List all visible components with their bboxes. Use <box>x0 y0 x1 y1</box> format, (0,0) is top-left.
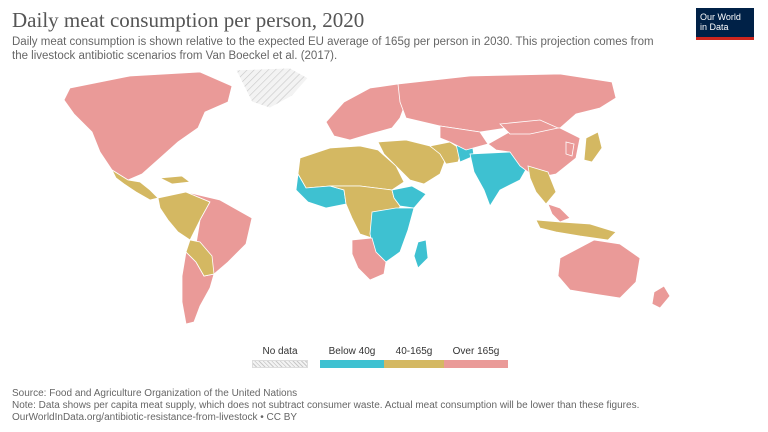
region-malaysia[interactable] <box>547 203 571 223</box>
legend-over-165-swatch <box>444 360 508 368</box>
legend-below-40-label: Below 40g <box>328 346 376 357</box>
footer-source: Source: Food and Agriculture Organizatio… <box>12 388 298 399</box>
legend-40-165-swatch <box>384 360 444 368</box>
legend-40-165-label: 40-165g <box>395 346 433 357</box>
logo-line-1: Our World <box>700 12 741 22</box>
logo-line-2: in Data <box>700 22 729 32</box>
region-australia[interactable] <box>557 239 641 299</box>
legend-40-165[interactable]: 40-165g <box>384 346 444 368</box>
region-southeast-asia[interactable] <box>527 165 557 205</box>
legend-over-165-label: Over 165g <box>452 346 500 357</box>
footer-url[interactable]: OurWorldInData.org/antibiotic-resistance… <box>12 412 298 423</box>
region-korea[interactable] <box>565 141 575 157</box>
legend-no-data-label: No data <box>262 346 298 357</box>
region-central-asia[interactable] <box>439 125 489 151</box>
region-madagascar[interactable] <box>413 239 429 269</box>
legend-over-165[interactable]: Over 165g <box>444 346 508 368</box>
legend-no-data-swatch <box>252 360 308 368</box>
owid-logo[interactable]: Our World in Data <box>696 8 754 40</box>
legend-below-40-swatch <box>320 360 384 368</box>
region-middle-east[interactable] <box>377 139 447 185</box>
region-europe[interactable] <box>325 83 407 141</box>
region-greenland[interactable] <box>235 67 309 109</box>
region-indonesia[interactable] <box>535 219 617 241</box>
region-ethiopia[interactable] <box>391 185 427 209</box>
footer-note: Note: Data shows per capita meat supply,… <box>12 400 640 411</box>
page-title: Daily meat consumption per person, 2020 <box>12 8 365 32</box>
map-regions <box>63 67 671 325</box>
legend-no-data[interactable]: No data <box>252 346 308 368</box>
region-new-zealand[interactable] <box>651 285 671 309</box>
region-mongolia[interactable] <box>499 119 560 135</box>
region-central-america[interactable] <box>111 168 159 201</box>
region-southern-africa[interactable] <box>351 237 387 281</box>
region-japan[interactable] <box>583 131 603 163</box>
world-map[interactable] <box>0 62 768 344</box>
region-russia[interactable] <box>397 73 617 133</box>
region-north-america[interactable] <box>63 71 233 181</box>
region-bolivia-paraguay[interactable] <box>185 239 215 277</box>
region-caribbean[interactable] <box>158 175 192 185</box>
chart-footer: Source: Food and Agriculture Organizatio… <box>12 388 756 424</box>
legend-below-40[interactable]: Below 40g <box>320 346 384 368</box>
chart-subtitle: Daily meat consumption is shown relative… <box>12 36 654 62</box>
